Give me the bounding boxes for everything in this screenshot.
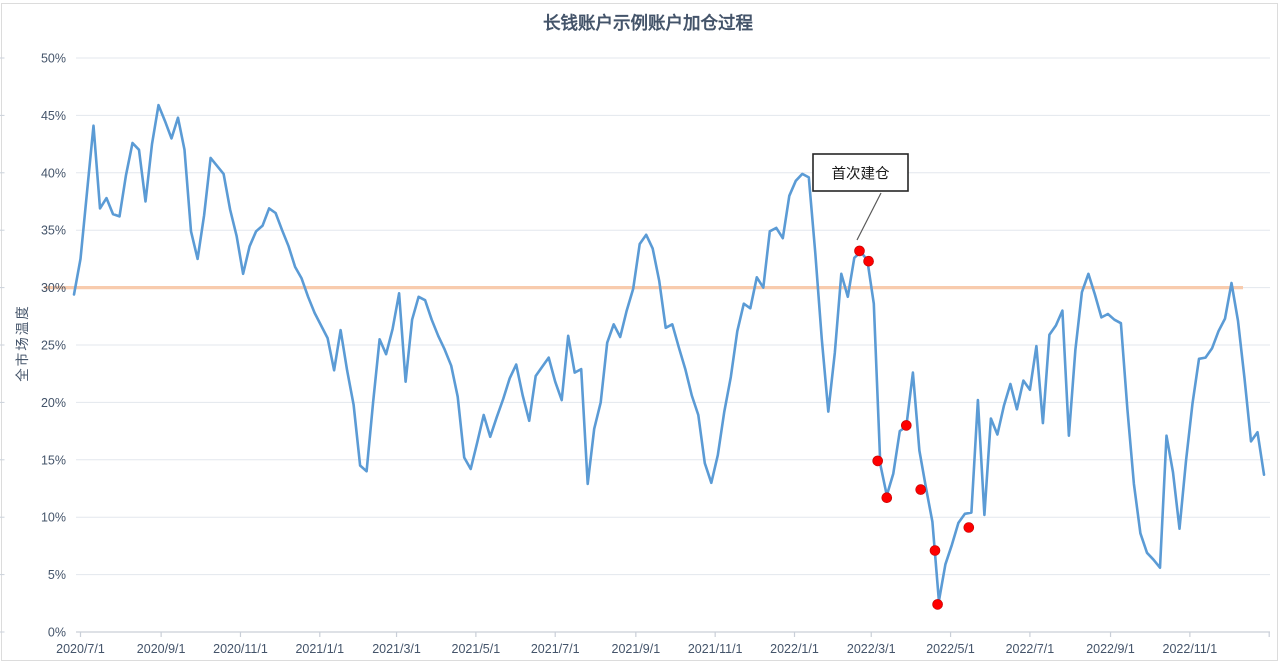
x-tick-label: 2021/3/1 bbox=[372, 642, 421, 656]
x-tick-label: 2022/1/1 bbox=[770, 642, 819, 656]
axes-group bbox=[76, 631, 1270, 637]
x-tick-label: 2021/11/1 bbox=[688, 642, 743, 656]
x-tick-label: 2021/7/1 bbox=[531, 642, 580, 656]
y-tick-label: 15% bbox=[41, 453, 66, 467]
x-tick-label: 2022/11/1 bbox=[1163, 642, 1218, 656]
axis-labels-group: 0% 5% 10% 15% 20% 25% 30% 35% 40% 45% 50% 2020/7/1 2… bbox=[41, 52, 1217, 657]
buy-point-marker bbox=[872, 455, 884, 467]
market-temperature-line bbox=[72, 103, 1266, 603]
x-tick-label: 2020/7/1 bbox=[56, 642, 105, 656]
chart-title: 长钱账户示例账户加仓过程 bbox=[543, 13, 753, 33]
x-tick-label: 2021/5/1 bbox=[452, 642, 501, 656]
x-tick-label: 2020/9/1 bbox=[137, 642, 186, 656]
y-tick-label: 40% bbox=[41, 166, 66, 180]
x-tick-label: 2021/9/1 bbox=[612, 642, 661, 656]
y-tick-label: 30% bbox=[41, 281, 66, 295]
buy-point-marker bbox=[929, 545, 941, 556]
buy-markers-group bbox=[854, 245, 975, 610]
annotation-box bbox=[812, 153, 909, 192]
buy-point-marker bbox=[963, 522, 975, 533]
x-tick-label: 2022/9/1 bbox=[1086, 642, 1135, 656]
gridlines-group bbox=[0, 57, 1270, 633]
x-tick-label: 2021/1/1 bbox=[295, 642, 344, 656]
buy-point-marker bbox=[932, 599, 943, 610]
y-tick-label: 0% bbox=[48, 626, 66, 640]
x-tick-label: 2020/11/1 bbox=[213, 642, 268, 656]
x-tick-label: 2022/3/1 bbox=[847, 642, 896, 656]
annotation-first-purchase: 首次建仓 bbox=[812, 153, 909, 241]
annotation-label: 首次建仓 bbox=[832, 166, 890, 183]
y-axis-title: 全市场温度 bbox=[14, 304, 30, 382]
y-tick-label: 35% bbox=[41, 224, 66, 238]
buy-point-marker bbox=[881, 492, 893, 504]
buy-point-marker bbox=[915, 484, 927, 495]
x-tick-label: 2022/7/1 bbox=[1006, 642, 1055, 656]
buy-point-marker bbox=[854, 245, 865, 257]
y-tick-label: 5% bbox=[48, 568, 66, 582]
x-tick-label: 2022/5/1 bbox=[926, 642, 975, 656]
buy-point-marker bbox=[863, 255, 874, 267]
y-tick-label: 45% bbox=[41, 109, 66, 123]
buy-point-marker bbox=[900, 420, 912, 431]
series-group bbox=[72, 103, 1266, 603]
y-tick-label: 10% bbox=[41, 511, 66, 525]
annotation-leader-line bbox=[856, 192, 882, 241]
y-tick-label: 20% bbox=[41, 396, 66, 410]
chart-border bbox=[1, 3, 1278, 661]
y-tick-label: 25% bbox=[41, 339, 66, 353]
y-tick-label: 50% bbox=[41, 52, 66, 66]
